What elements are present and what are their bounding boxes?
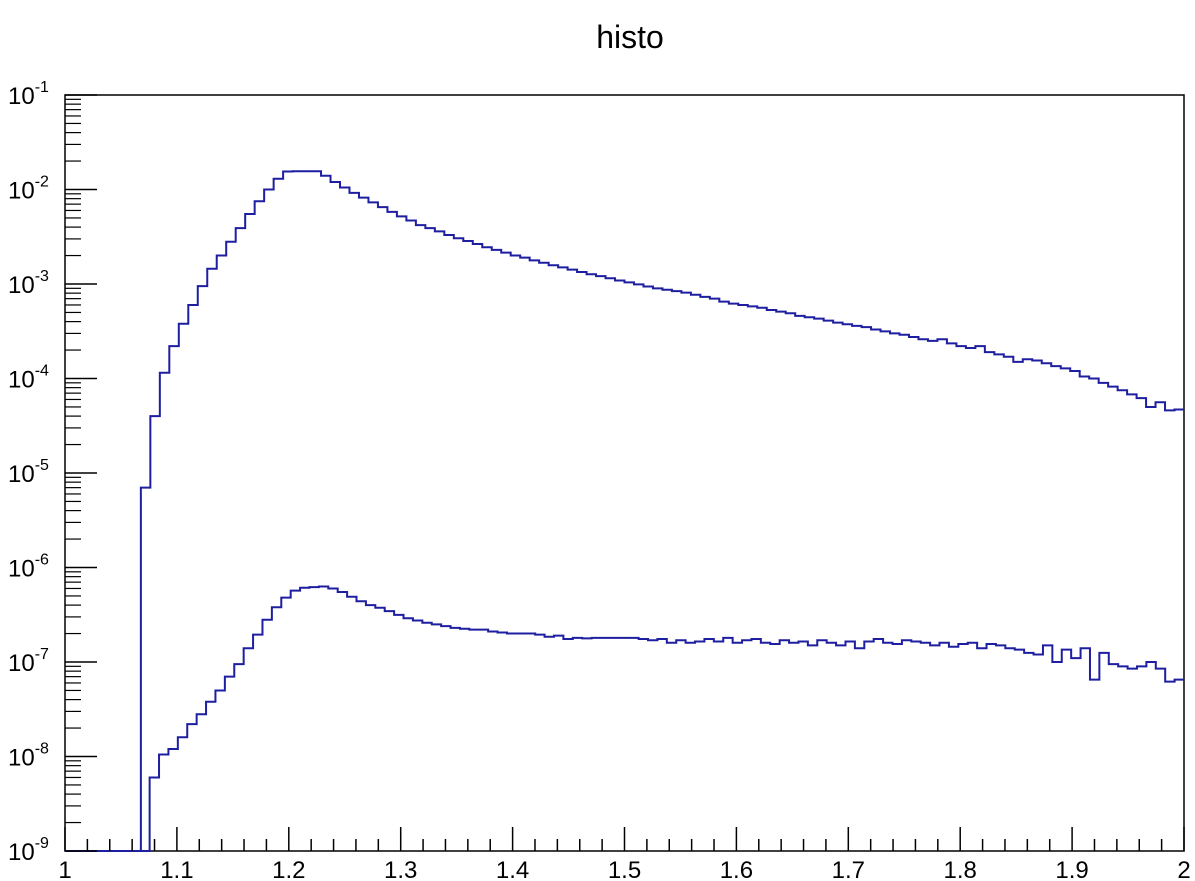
x-tick-label: 1 bbox=[58, 857, 71, 881]
x-tick-label: 1.2 bbox=[272, 857, 305, 881]
x-tick-label: 1.1 bbox=[160, 857, 193, 881]
series-line-1 bbox=[65, 170, 1184, 852]
x-tick-label: 1.9 bbox=[1055, 857, 1088, 881]
y-tick-label: 10-7 bbox=[8, 646, 49, 677]
chart-title: histo bbox=[596, 19, 664, 55]
x-tick-label: 1.4 bbox=[496, 857, 529, 881]
x-tick-label: 1.3 bbox=[384, 857, 417, 881]
plot-frame bbox=[64, 94, 1185, 852]
x-tick-label: 2 bbox=[1177, 857, 1190, 881]
x-tick-label: 1.8 bbox=[944, 857, 977, 881]
y-tick-label: 10-8 bbox=[8, 741, 49, 772]
x-tick-label: 1.5 bbox=[608, 857, 641, 881]
y-tick-label: 10-1 bbox=[8, 79, 49, 110]
x-tick-label: 1.7 bbox=[832, 857, 865, 881]
y-tick-label: 10-9 bbox=[8, 835, 49, 866]
x-tick-label: 1.6 bbox=[720, 857, 753, 881]
y-tick-label: 10-6 bbox=[8, 552, 49, 583]
y-tick-label: 10-2 bbox=[8, 174, 49, 205]
series-line-2 bbox=[65, 585, 1184, 852]
y-tick-label: 10-5 bbox=[8, 457, 49, 488]
y-tick-label: 10-4 bbox=[8, 363, 49, 394]
y-tick-label: 10-3 bbox=[8, 268, 49, 299]
